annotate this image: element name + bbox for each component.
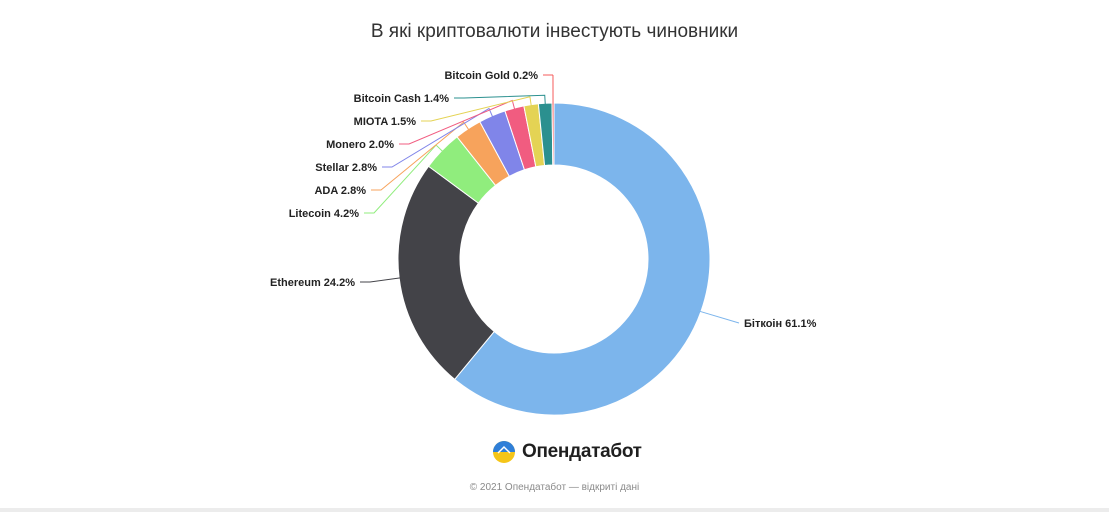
pie-slice-ethereum[interactable] [397,165,495,381]
connector-miota [421,96,532,122]
connector-ada [371,121,470,191]
connector-litecoin [364,144,444,214]
data-label-litecoin: Litecoin 4.2% [289,208,360,220]
data-label-miota: MIOTA 1.5% [354,116,417,128]
data-label-bitcoin-gold: Bitcoin Gold 0.2% [444,70,538,82]
data-label-monero: Monero 2.0% [326,139,394,151]
connector-monero [399,99,516,145]
opendatabot-logo-icon [493,441,515,463]
data-label-біткоін: Біткоін 61.1% [744,318,817,330]
connector-bitcoin-gold [543,74,554,106]
data-label-stellar: Stellar 2.8% [315,162,377,174]
donut-chart: Біткоін 61.1% Ethereum 24.2% Litecoin 4.2%… [270,70,817,416]
pie-slice-bitcoin-gold[interactable] [551,102,555,166]
chart-title: В які криптовалюти інвестують чиновники [370,21,739,42]
data-label-ethereum: Ethereum 24.2% [270,277,355,289]
pie-slice-біткоін[interactable] [454,102,711,416]
connector-біткоін [698,310,740,324]
data-label-bitcoin-cash: Bitcoin Cash 1.4% [354,93,450,105]
brand-name: Опендатабот [522,441,642,462]
footer-copyright: © 2021 Опендатабот — відкриті дані [469,482,640,493]
bottom-border [0,508,1109,512]
connector-bitcoin-cash [454,94,546,106]
connector-stellar [382,107,494,168]
brand-logo[interactable]: Опендатабот [492,438,642,466]
connector-ethereum [360,277,402,283]
data-label-ada: ADA 2.8% [314,185,366,197]
